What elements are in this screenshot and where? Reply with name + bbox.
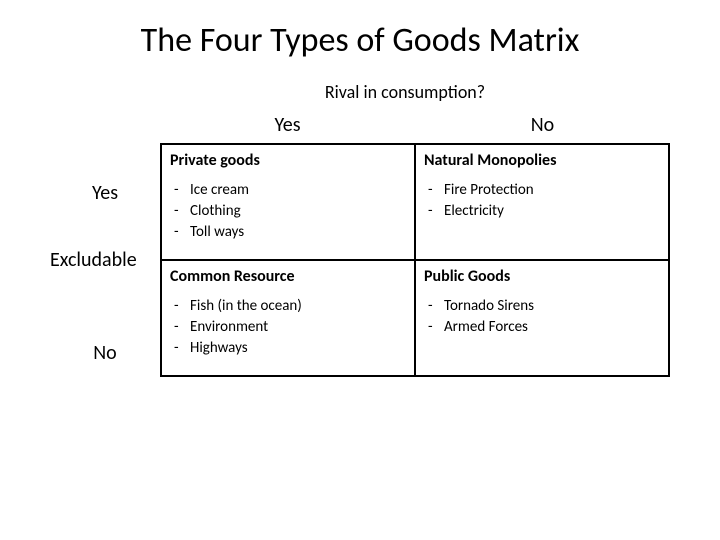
item-text: Toll ways [190,222,244,243]
item-text: Fish (in the ocean) [190,296,302,317]
row-label-excludable: Excludable [50,248,160,272]
list-item: -Clothing [170,201,406,222]
list-item: -Tornado Sirens [424,296,660,317]
list-item: -Highways [170,338,406,359]
grid: Yes No Private goods -Ice cream -Clothin… [160,113,670,377]
item-text: Armed Forces [444,317,528,338]
row-label-yes: Yes [50,181,160,205]
item-text: Fire Protection [444,180,534,201]
cell-natural-monopolies: Natural Monopolies -Fire Protection -Ele… [415,144,669,260]
col-header-no: No [415,113,670,137]
list-item: -Environment [170,317,406,338]
page-title: The Four Types of Goods Matrix [50,20,670,61]
col-headers: Yes No [160,113,670,137]
list-item: -Fish (in the ocean) [170,296,406,317]
item-text: Ice cream [190,180,249,201]
cell-heading: Private goods [170,151,406,170]
cell-private-goods: Private goods -Ice cream -Clothing -Toll… [161,144,415,260]
goods-table: Private goods -Ice cream -Clothing -Toll… [160,143,670,377]
list-item: -Electricity [424,201,660,222]
col-header-yes: Yes [160,113,415,137]
list-item: -Fire Protection [424,180,660,201]
item-text: Electricity [444,201,504,222]
list-item: -Toll ways [170,222,406,243]
top-question: Rival in consumption? [140,81,670,103]
item-text: Highways [190,338,248,359]
cell-heading: Natural Monopolies [424,151,660,170]
list-item: -Ice cream [170,180,406,201]
matrix-layout: Yes Excludable No Yes No Private goods -… [50,113,670,377]
item-text: Tornado Sirens [444,296,534,317]
item-text: Clothing [190,201,241,222]
table-row: Private goods -Ice cream -Clothing -Toll… [161,144,669,260]
row-labels: Yes Excludable No [50,113,160,377]
cell-heading: Public Goods [424,267,660,286]
item-text: Environment [190,317,268,338]
table-row: Common Resource -Fish (in the ocean) -En… [161,260,669,376]
row-label-no: No [50,341,160,365]
cell-heading: Common Resource [170,267,406,286]
cell-public-goods: Public Goods -Tornado Sirens -Armed Forc… [415,260,669,376]
cell-common-resource: Common Resource -Fish (in the ocean) -En… [161,260,415,376]
list-item: -Armed Forces [424,317,660,338]
